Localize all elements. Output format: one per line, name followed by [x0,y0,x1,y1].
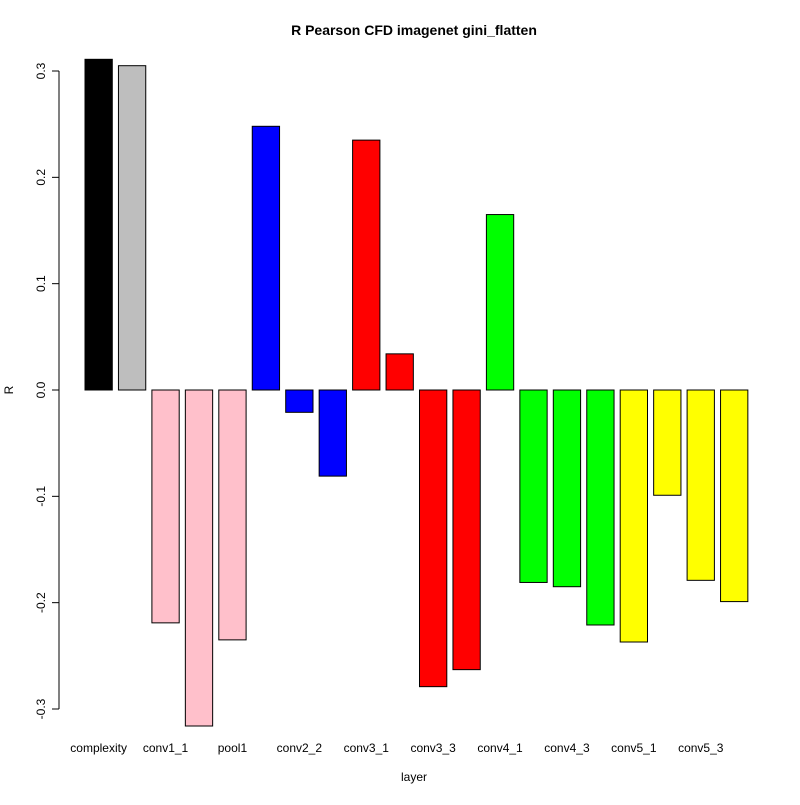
x-tick-label: conv4_1 [477,741,523,755]
bar [653,389,682,496]
bar [485,214,515,391]
bar [184,389,214,727]
y-axis-label: R [2,385,16,394]
bar [151,389,180,624]
y-tick-label: -0.1 [34,486,48,507]
bar [519,389,548,583]
bar [586,389,615,626]
bar [419,389,448,688]
bar [686,389,715,581]
bar [84,58,113,391]
bar [352,139,381,391]
x-tick-label: conv4_3 [544,741,590,755]
bar [117,65,147,391]
x-tick-label: conv3_1 [344,741,390,755]
y-tick-label: -0.2 [34,592,48,613]
bars-group [84,58,749,727]
x-axis-label: layer [401,770,427,784]
bar [452,389,481,671]
x-tick-label: conv1_1 [143,741,189,755]
bar [251,125,281,391]
y-axis: -0.3 -0.2 -0.1 0.0 0.1 0.2 0.3 [34,62,60,719]
y-tick-label: 0.2 [34,169,48,186]
x-tick-label: complexity [70,741,127,755]
y-tick-label: 0.0 [34,381,48,398]
bar [285,389,314,413]
bar [619,389,649,643]
y-tick-label: 0.1 [34,275,48,292]
y-tick-label: -0.3 [34,698,48,719]
bar [552,389,582,588]
chart-title: R Pearson CFD imagenet gini_flatten [291,22,537,38]
x-tick-label: conv5_3 [678,741,724,755]
y-tick-label: 0.3 [34,62,48,79]
x-tick-labels: complexity conv1_1 pool1 conv2_2 conv3_1 conv… [70,741,723,755]
x-tick-label: conv3_3 [410,741,456,755]
bar [318,389,347,477]
bar [218,389,247,641]
bar [720,389,749,603]
bar [385,353,414,391]
x-tick-label: pool1 [218,741,248,755]
x-tick-label: conv5_1 [611,741,657,755]
x-tick-label: conv2_2 [277,741,323,755]
